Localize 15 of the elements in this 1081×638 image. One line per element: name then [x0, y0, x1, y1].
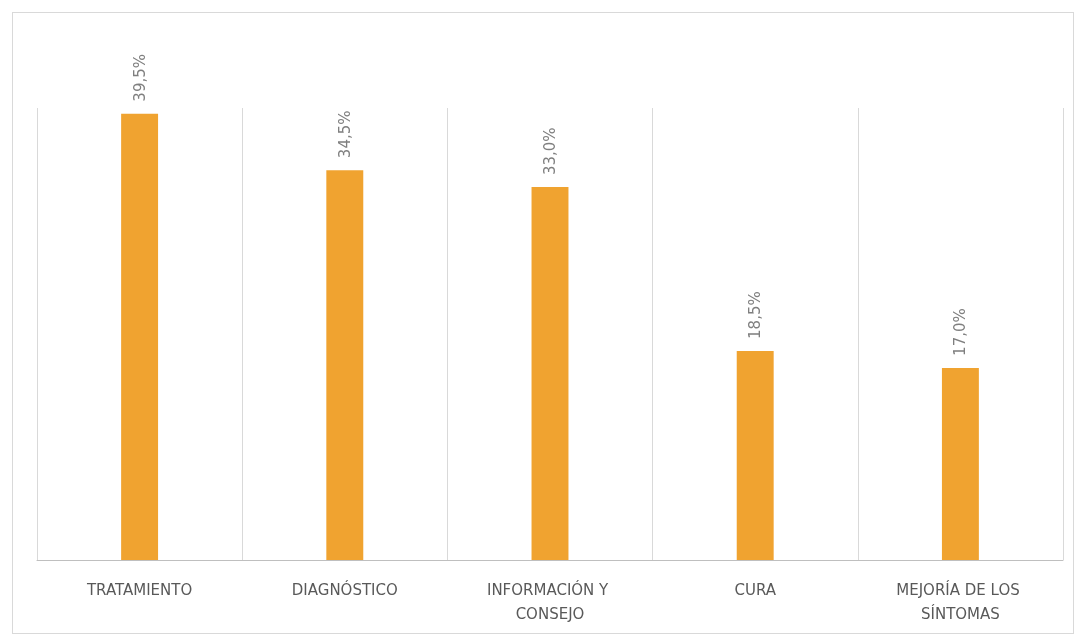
bar	[326, 170, 364, 560]
x-tick-label: MEJORÍA DE LOS SÍNTOMAS	[896, 580, 1025, 623]
x-tick-label: TRATAMIENTO	[85, 581, 193, 599]
bar	[531, 187, 569, 560]
x-tick-label: INFORMACIÓN Y CONSEJO	[486, 580, 614, 623]
data-label: 39,5%	[130, 53, 149, 102]
data-label: 34,5%	[335, 110, 354, 159]
x-tick-label: CURA	[734, 581, 777, 599]
data-label: 33,0%	[541, 127, 559, 176]
bar	[941, 367, 979, 560]
x-tick-label: DIAGNÓSTICO	[291, 580, 398, 599]
data-label: 17,0%	[951, 308, 970, 356]
bar	[736, 350, 774, 560]
bar	[121, 113, 159, 560]
data-label: 18,5%	[746, 291, 765, 339]
